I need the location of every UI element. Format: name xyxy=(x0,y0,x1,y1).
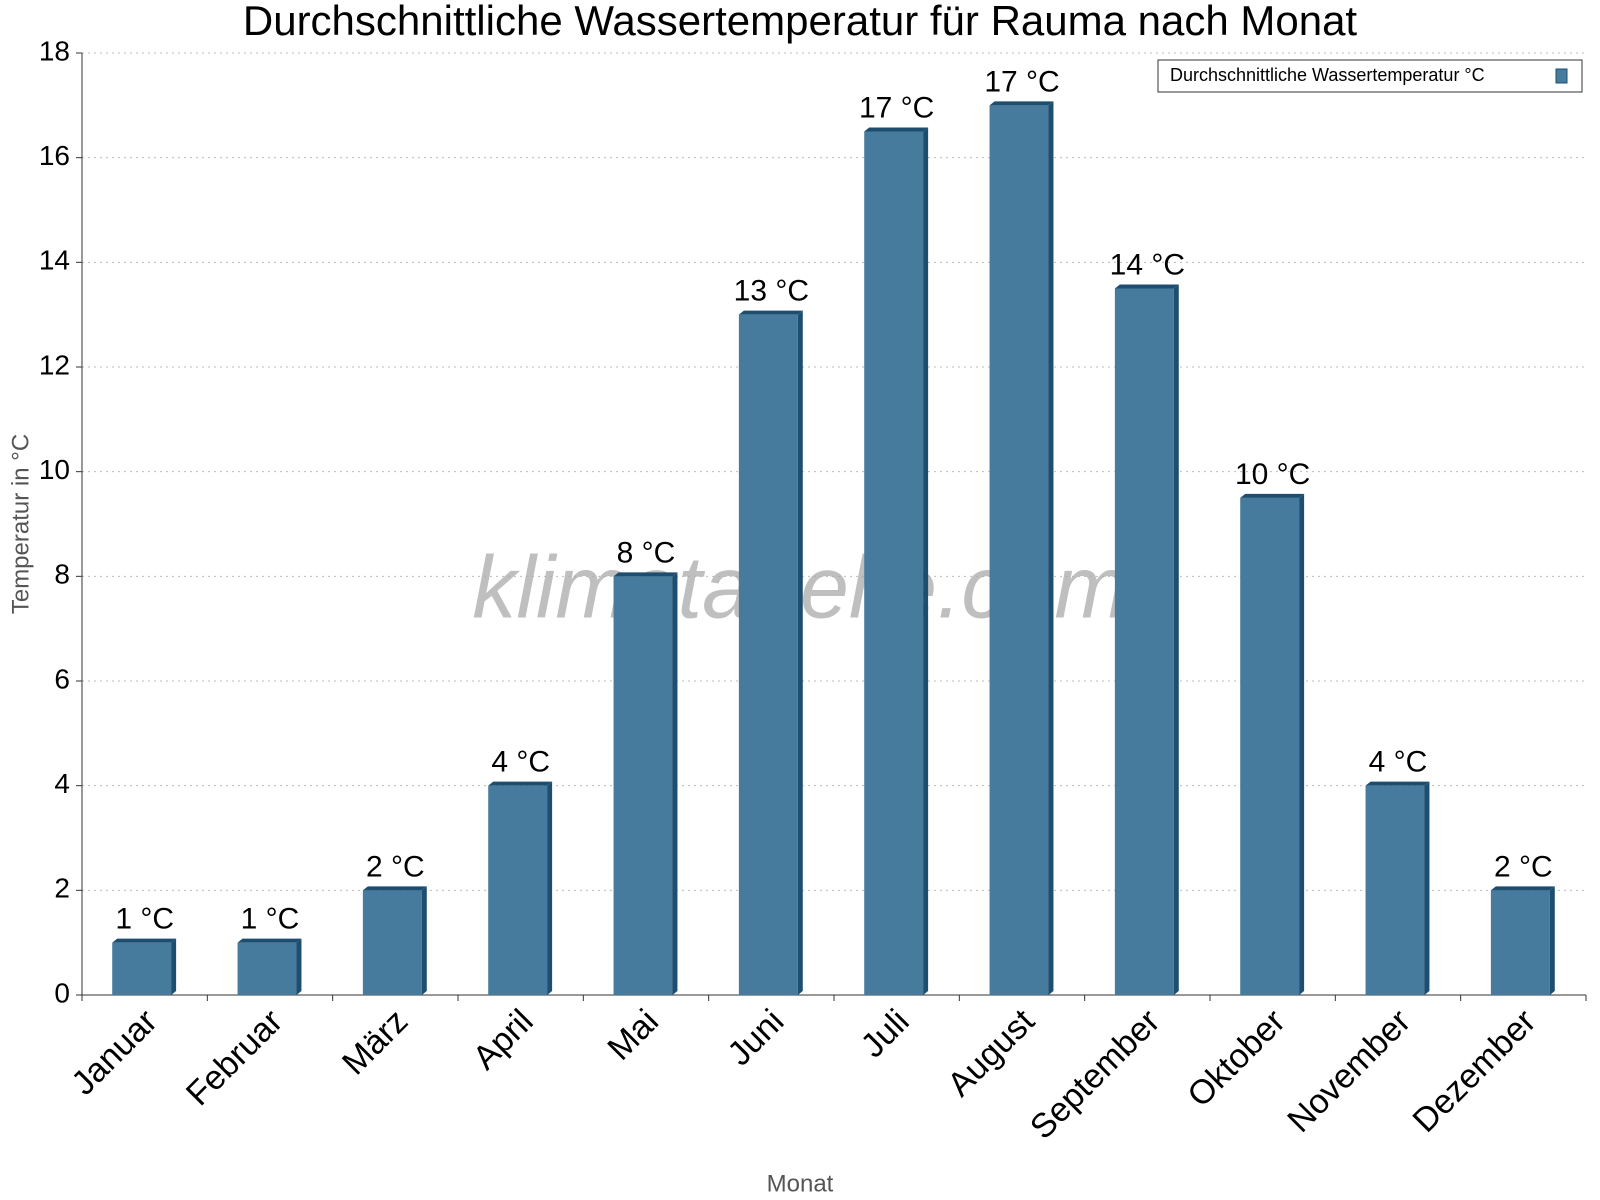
bar-top xyxy=(864,127,929,132)
legend-box xyxy=(1157,59,1583,93)
bar-group xyxy=(1490,886,1555,995)
bar-top xyxy=(488,781,553,786)
x-tick-label: Mai xyxy=(600,1002,666,1068)
y-axis-label: Temperatur in °C xyxy=(7,434,34,614)
value-label: 17 °C xyxy=(984,65,1059,98)
bar-side xyxy=(547,781,553,995)
bar xyxy=(1114,288,1174,995)
bar xyxy=(1365,785,1425,995)
y-tick-label: 6 xyxy=(54,663,70,694)
value-label: 4 °C xyxy=(1369,746,1428,779)
value-label: 1 °C xyxy=(115,903,174,936)
bar xyxy=(613,576,673,995)
bar-side xyxy=(797,310,803,996)
value-label: 13 °C xyxy=(734,275,809,308)
bar-top xyxy=(1114,284,1179,289)
bar-group xyxy=(613,572,678,995)
bar-group xyxy=(237,938,302,995)
bar-group xyxy=(1240,493,1305,995)
x-tick-label: Oktober xyxy=(1180,1002,1292,1114)
y-tick-label: 16 xyxy=(39,140,70,171)
x-tick-label: August xyxy=(940,1002,1042,1104)
bar xyxy=(362,890,422,995)
bar-top xyxy=(1365,781,1430,786)
chart-title: Durchschnittliche Wassertemperatur für R… xyxy=(243,0,1358,44)
x-axis-label: Monat xyxy=(767,1170,834,1197)
bar-top xyxy=(237,938,302,943)
bar-group xyxy=(738,310,803,996)
bar-top xyxy=(1490,886,1555,891)
bar-top xyxy=(362,886,427,891)
y-tick-label: 4 xyxy=(54,768,70,799)
x-tick-label: April xyxy=(466,1002,541,1077)
value-label: 2 °C xyxy=(1494,850,1553,883)
bar-side xyxy=(672,572,678,995)
bar xyxy=(864,131,924,995)
bar-top xyxy=(112,938,177,943)
bar-top xyxy=(738,310,803,315)
bar-group xyxy=(1365,781,1430,995)
bar-side xyxy=(296,938,302,995)
bar-top xyxy=(989,101,1054,106)
bar-side xyxy=(1048,101,1054,996)
y-tick-label: 2 xyxy=(54,873,70,904)
bar xyxy=(989,105,1049,996)
x-tick-label: September xyxy=(1023,1002,1167,1146)
y-tick-label: 0 xyxy=(54,977,70,1008)
legend-label: Durchschnittliche Wassertemperatur °C xyxy=(1170,65,1485,85)
bar-side xyxy=(1299,493,1305,995)
x-tick-label: Dezember xyxy=(1406,1002,1544,1140)
bar-side xyxy=(923,127,929,995)
value-label: 4 °C xyxy=(491,746,550,779)
value-label: 14 °C xyxy=(1110,248,1185,281)
bar-top xyxy=(1240,493,1305,498)
x-tick-label: März xyxy=(335,1002,415,1082)
bar-side xyxy=(421,886,427,995)
bar-side xyxy=(171,938,177,995)
bar-group xyxy=(989,101,1054,996)
y-tick-label: 10 xyxy=(39,454,70,485)
bar xyxy=(1490,890,1550,995)
bar-side xyxy=(1549,886,1555,995)
value-label: 10 °C xyxy=(1235,458,1310,491)
y-tick-label: 18 xyxy=(39,35,70,66)
bar-group xyxy=(1114,284,1179,995)
y-tick-label: 8 xyxy=(54,559,70,590)
y-tick-label: 14 xyxy=(39,245,70,276)
value-label: 2 °C xyxy=(366,850,425,883)
value-label: 1 °C xyxy=(241,903,300,936)
bar xyxy=(112,942,172,995)
bar xyxy=(488,785,548,995)
legend-swatch xyxy=(1555,68,1568,84)
y-tick-label: 12 xyxy=(39,349,70,380)
value-label: 8 °C xyxy=(617,536,676,569)
bar-group xyxy=(864,127,929,995)
bar-side xyxy=(1424,781,1430,995)
bar-side xyxy=(1173,284,1179,995)
bar xyxy=(1240,497,1300,995)
x-tick-label: Januar xyxy=(64,1002,164,1102)
bar-top xyxy=(613,572,678,577)
bar-group xyxy=(362,886,427,995)
x-tick-label: Februar xyxy=(179,1002,290,1113)
x-tick-label: Juli xyxy=(854,1002,917,1065)
x-tick-label: November xyxy=(1280,1002,1418,1140)
bar xyxy=(738,314,798,996)
bar xyxy=(237,942,297,995)
bar-group xyxy=(112,938,177,995)
x-tick-label: Juni xyxy=(720,1002,791,1073)
value-label: 17 °C xyxy=(859,91,934,124)
bar-group xyxy=(488,781,553,995)
